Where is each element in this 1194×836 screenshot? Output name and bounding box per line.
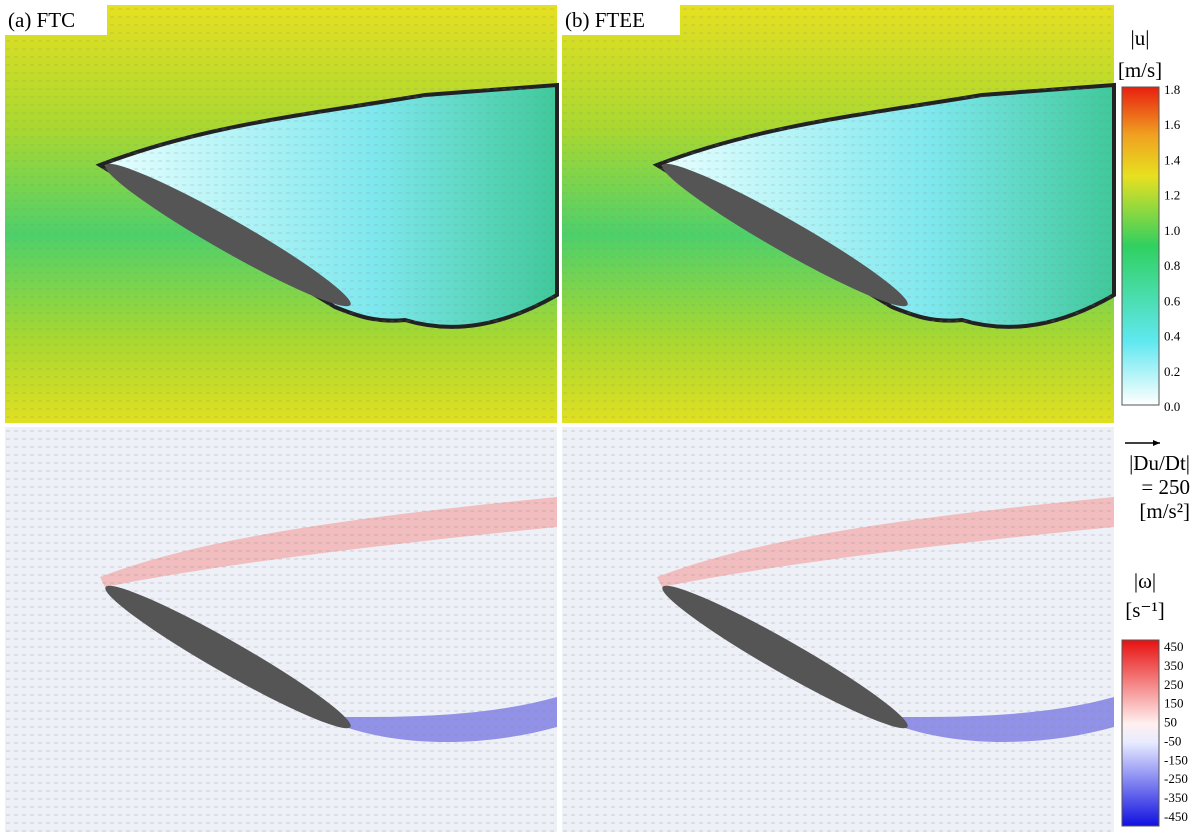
vector-unit: [m/s²] [1139, 499, 1190, 523]
vector-value: = 250 [1141, 475, 1190, 499]
colorbar-label: |u| [1131, 26, 1150, 50]
colorbar-label: |ω| [1134, 569, 1156, 593]
colorbar-tick: 1.0 [1164, 223, 1180, 238]
colorbar-tick: 0.2 [1164, 364, 1180, 379]
colorbar-tick: -50 [1164, 733, 1181, 748]
colorbar-tick: 1.4 [1164, 152, 1181, 167]
colorbar-tick: 0.0 [1164, 399, 1180, 414]
velocity-field [5, 5, 557, 423]
scale-arrow-head [1153, 440, 1160, 446]
colorbar-tick: -450 [1164, 809, 1188, 824]
colorbar-tick: -350 [1164, 790, 1188, 805]
colorbar-tick: 1.6 [1164, 117, 1181, 132]
colorbar-tick: -250 [1164, 771, 1188, 786]
colorbar-tick: 350 [1164, 658, 1184, 673]
vorticity-colorbar [1122, 640, 1159, 826]
velocity-field [562, 5, 1114, 423]
vorticity-field [5, 427, 557, 832]
colorbar-unit: [m/s] [1118, 58, 1162, 82]
colorbar-tick: 1.8 [1164, 82, 1180, 97]
colorbar-tick: 0.4 [1164, 329, 1181, 344]
vector-label: |Du/Dt| [1129, 451, 1190, 475]
colorbar-tick: 0.8 [1164, 258, 1180, 273]
colorbar-tick: -150 [1164, 752, 1188, 767]
colorbar-tick: 150 [1164, 696, 1184, 711]
colorbar-tick: 250 [1164, 677, 1184, 692]
colorbar-tick: 450 [1164, 639, 1184, 654]
velocity-colorbar [1122, 87, 1159, 405]
panel-label: (a) FTC [8, 8, 75, 32]
vorticity-field [562, 427, 1114, 832]
colorbar-unit: [s⁻¹] [1125, 598, 1165, 622]
colorbar-tick: 1.2 [1164, 188, 1180, 203]
figure: (a) FTC (b) FTEE |u| [m/s] |Du/Dt| = 250… [0, 0, 1194, 836]
colorbar-tick: 0.6 [1164, 293, 1181, 308]
panel-label: (b) FTEE [565, 8, 645, 32]
colorbar-tick: 50 [1164, 715, 1177, 730]
